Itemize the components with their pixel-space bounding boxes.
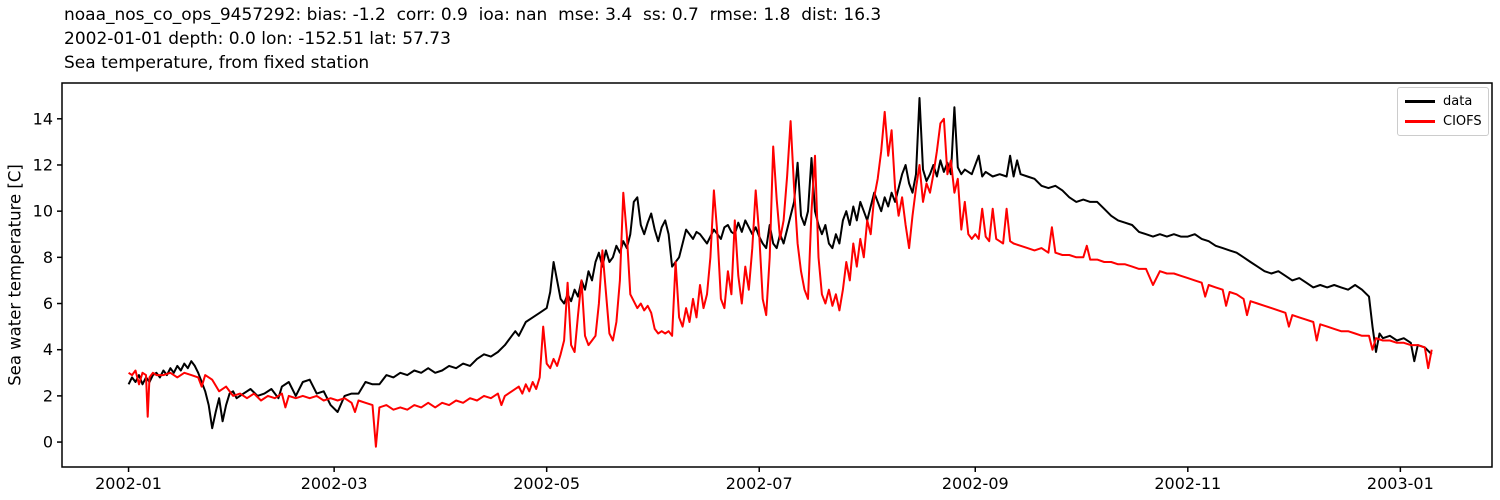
legend: data CIOFS	[1397, 87, 1489, 136]
x-axis-tick-label: 2002-05	[513, 474, 580, 493]
series-line-ciofs	[128, 110, 1433, 448]
x-axis-tick-label: 2003-01	[1367, 474, 1434, 493]
x-axis-tick-label: 2002-11	[1154, 474, 1221, 493]
y-axis-tick-label: 2	[43, 386, 53, 405]
y-axis-tick-label: 0	[43, 433, 53, 452]
y-axis-tick-label: 10	[33, 202, 53, 221]
title-line-caption: Sea temperature, from fixed station	[64, 53, 370, 73]
title-line-station: 2002-01-01 depth: 0.0 lon: -152.51 lat: …	[64, 29, 451, 49]
legend-label-ciofs: CIOFS	[1443, 114, 1482, 129]
legend-label-data: data	[1443, 94, 1473, 109]
y-axis-tick-label: 6	[43, 294, 53, 313]
y-axis-tick-label: 12	[33, 155, 53, 174]
x-axis-tick-label: 2002-03	[301, 474, 368, 493]
plot-border	[61, 82, 1493, 468]
title-line-stats: noaa_nos_co_ops_9457292: bias: -1.2 corr…	[64, 5, 882, 25]
x-axis-tick-label: 2002-07	[726, 474, 793, 493]
title-block: noaa_nos_co_ops_9457292: bias: -1.2 corr…	[64, 3, 881, 75]
legend-line-sample-ciofs	[1405, 120, 1435, 123]
y-axis-tick-label: 14	[33, 109, 53, 128]
legend-entry-data: data	[1405, 95, 1482, 108]
series-line-data	[127, 97, 1433, 430]
y-axis-tick-label: 4	[43, 340, 53, 359]
x-axis-tick-label: 2002-09	[942, 474, 1009, 493]
legend-line-sample-data	[1405, 100, 1435, 103]
legend-entry-ciofs: CIOFS	[1405, 115, 1482, 128]
x-axis-tick-label: 2002-01	[95, 474, 162, 493]
y-axis-tick-label: 8	[43, 248, 53, 267]
